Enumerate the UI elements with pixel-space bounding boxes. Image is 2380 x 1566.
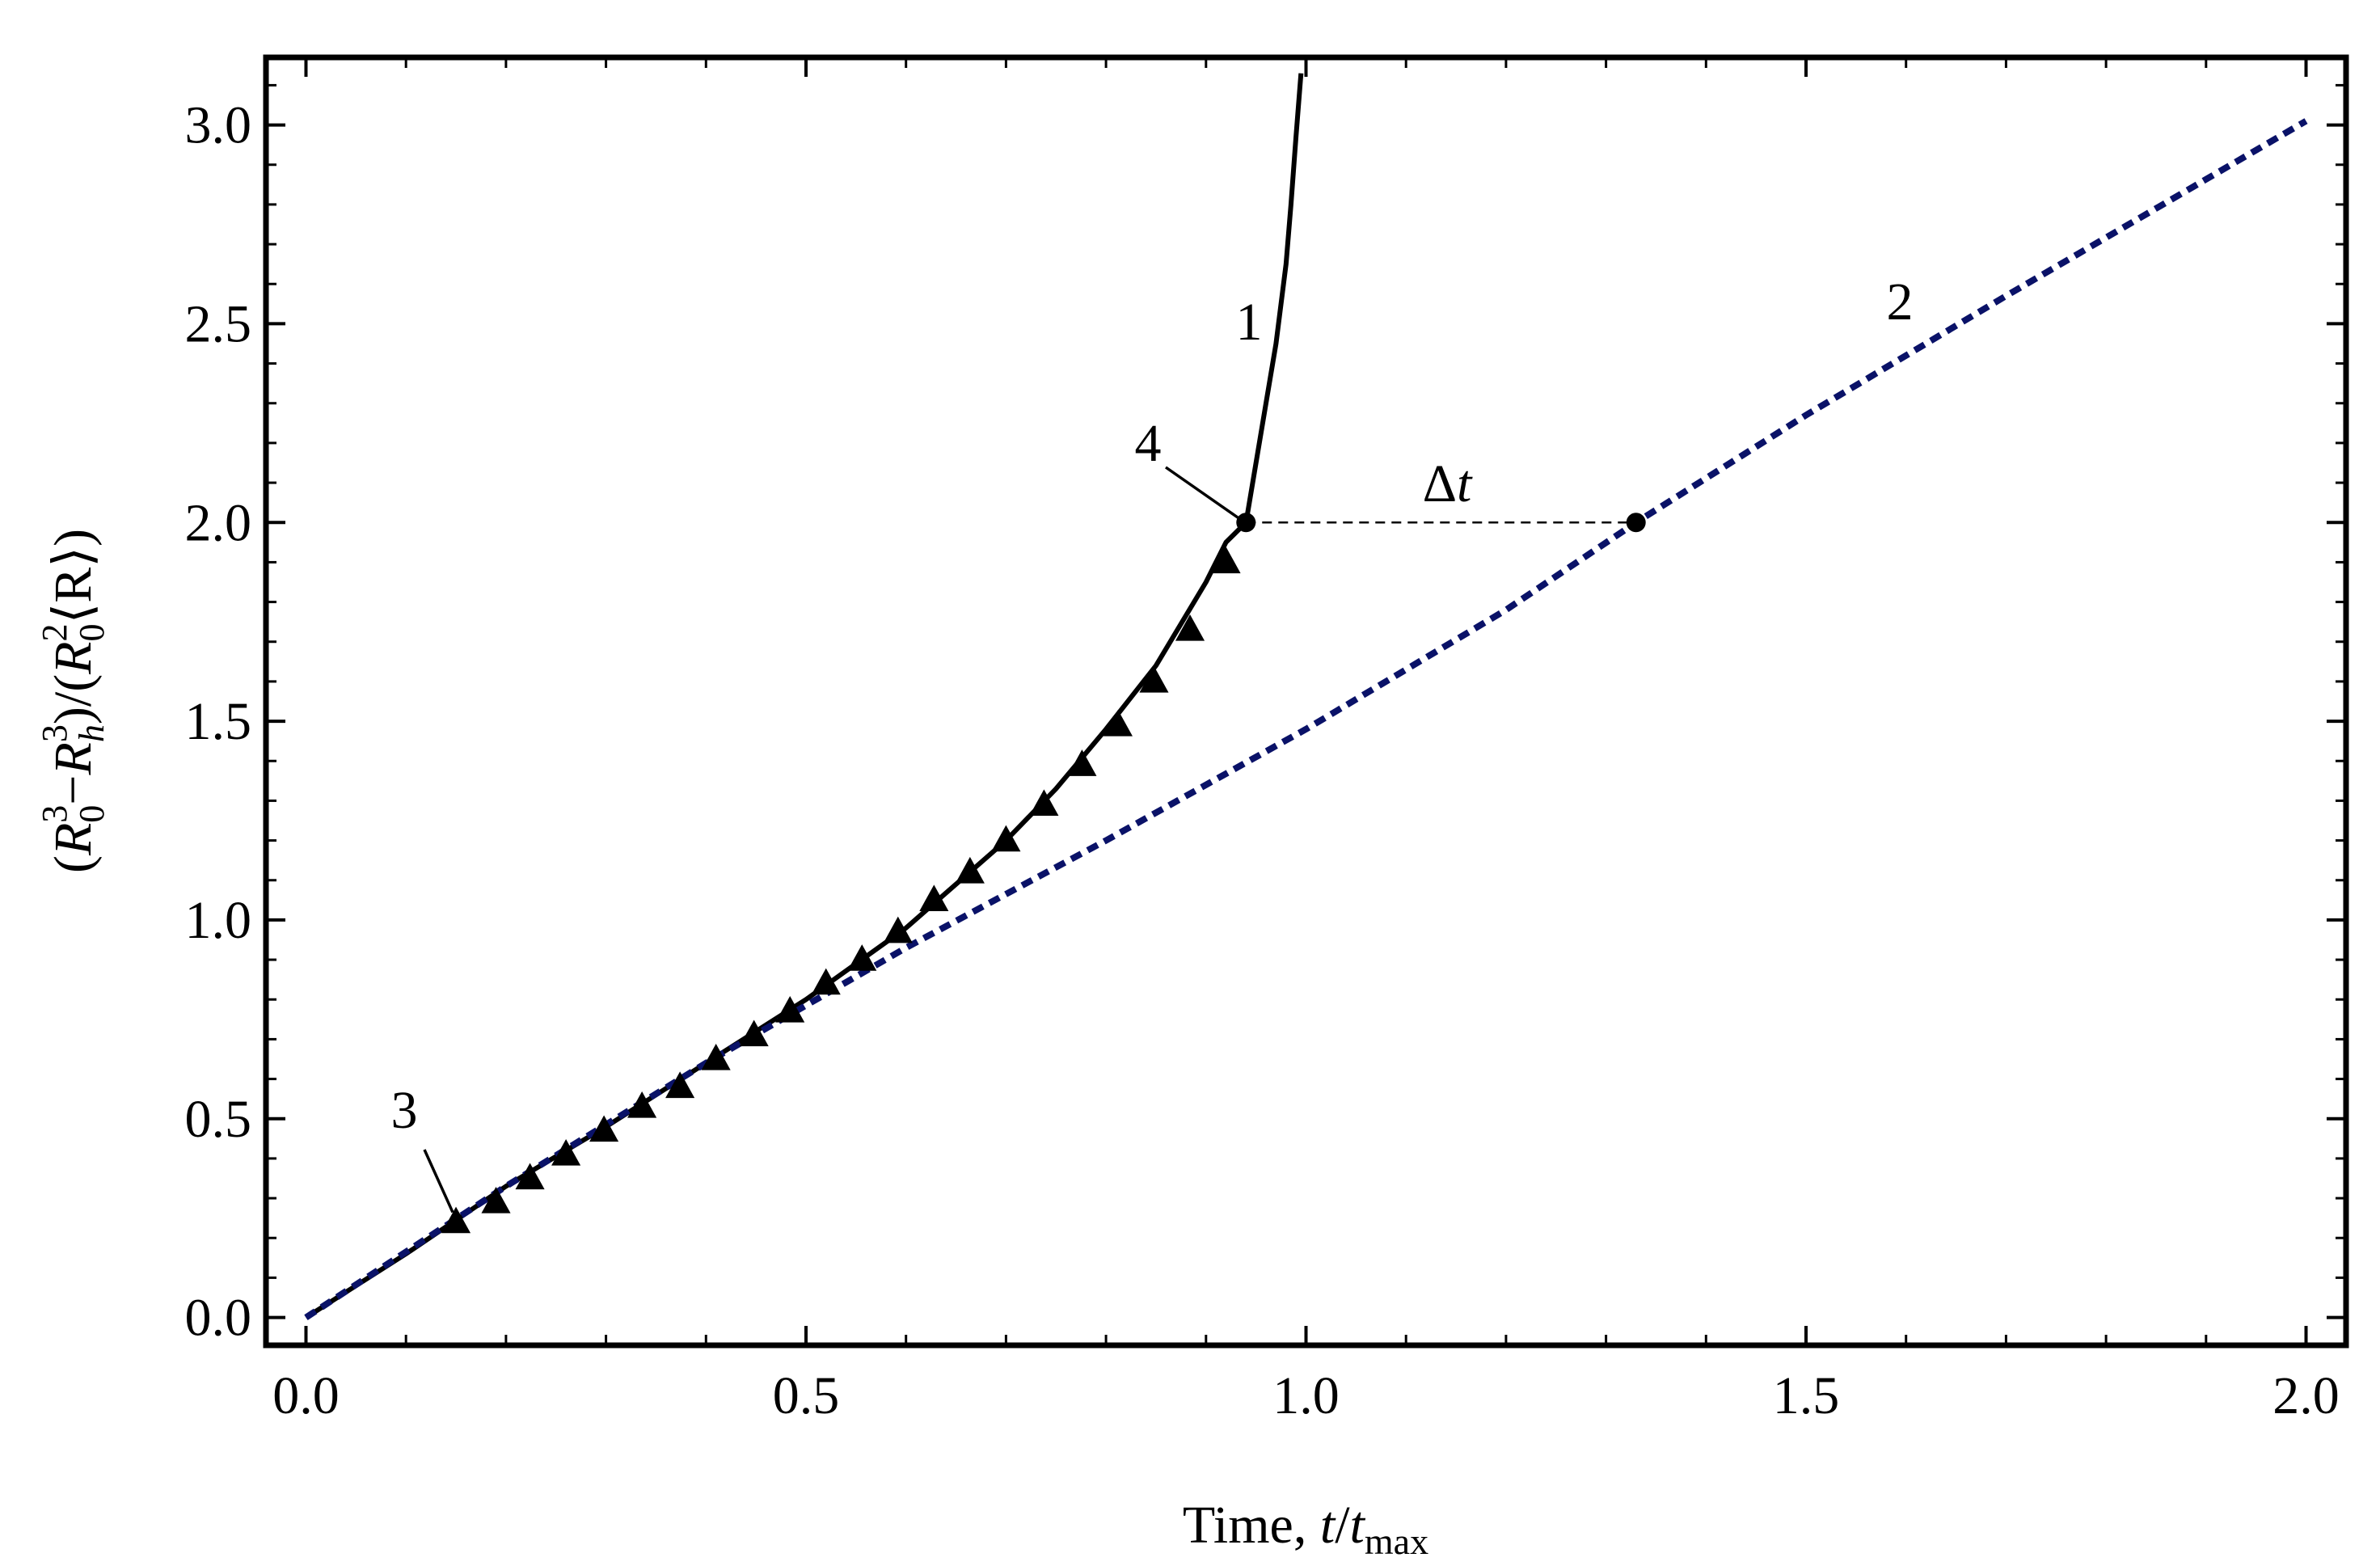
point-4 [1236, 513, 1256, 533]
y-title-sub0b: 0 [72, 624, 112, 642]
y-title-sup3b: 3 [35, 724, 74, 742]
triangle-marker [847, 944, 877, 971]
y-title-angle: ⟨R⟩ [44, 547, 103, 624]
series-layer [304, 73, 2308, 1320]
triangle-marker [955, 856, 985, 884]
triangle-marker [1211, 547, 1241, 574]
triangle-marker [1029, 789, 1059, 817]
x-axis-subscript: max [1365, 1521, 1428, 1562]
tick-labels: 0.0 0.5 1.0 1.5 2.0 0.0 0.5 1.0 1.5 2.0 2.5 3.0 [185, 96, 2340, 1425]
triangle-marker [589, 1115, 619, 1142]
x-axis-slash: / [1335, 1496, 1350, 1555]
triangle-marker [991, 825, 1021, 852]
curve-label-2: 2 [1887, 272, 1914, 331]
triangle-marker [441, 1206, 471, 1234]
y-title-mid: )/( [44, 674, 103, 724]
annotation-layer: 1 2 3 4 Δt [391, 272, 1914, 1214]
triangle-marker [919, 884, 949, 912]
x-tick-label: 1.0 [1272, 1366, 1340, 1425]
y-title-r0b: R [44, 642, 103, 675]
curve-label-1: 1 [1236, 293, 1263, 352]
triangle-marker [739, 1019, 769, 1047]
x-tick-label: 0.0 [272, 1366, 340, 1425]
y-axis-title: (R03−Rh3)/(R02⟨R⟩) [35, 529, 112, 873]
curve-label-3: 3 [391, 1081, 418, 1140]
y-title-minus: − [44, 775, 103, 804]
delta-symbol: Δ [1423, 454, 1457, 513]
x-axis-prefix: Time, [1183, 1496, 1320, 1555]
triangle-marker [811, 968, 841, 995]
leader-line-3 [423, 1149, 454, 1214]
curve-label-4: 4 [1135, 414, 1162, 473]
triangle-marker [775, 996, 805, 1023]
triangle-marker [1139, 665, 1169, 693]
triangle-marker [1175, 614, 1205, 641]
triangle-marker [515, 1163, 545, 1190]
triangle-marker [1067, 749, 1097, 776]
y-tick-label: 3.0 [185, 96, 252, 155]
triangle-marker [701, 1044, 731, 1070]
y-title-sup3: 3 [35, 805, 74, 823]
x-tick-label: 0.5 [773, 1366, 840, 1425]
triangle-marker [883, 916, 913, 943]
y-title-sub0: 0 [72, 805, 112, 823]
y-title-rh: R [44, 742, 103, 775]
leader-line-4 [1164, 466, 1239, 519]
delta-var: t [1457, 454, 1473, 513]
axis-ticks [266, 57, 2346, 1345]
triangle-marker [551, 1139, 581, 1166]
triangle-marker [627, 1091, 657, 1118]
x-axis-subvar: t [1350, 1496, 1366, 1555]
x-tick-label: 2.0 [2272, 1366, 2340, 1425]
y-title-close: ) [44, 529, 103, 547]
y-tick-label: 2.0 [185, 493, 252, 552]
triangle-marker [481, 1187, 511, 1214]
plot-frame [263, 54, 2349, 1349]
delta-t-label: Δt [1423, 454, 1473, 513]
y-tick-label: 2.5 [185, 294, 252, 353]
y-tick-label: 1.0 [185, 891, 252, 950]
x-tick-label: 1.5 [1773, 1366, 1840, 1425]
y-title-subh: h [72, 724, 112, 742]
y-title-sup2: 2 [35, 624, 74, 642]
y-title-open: ( [44, 855, 103, 873]
x-axis-var: t [1320, 1496, 1336, 1555]
x-axis-title: Time, t/tmax [1183, 1496, 1428, 1562]
y-tick-label: 0.0 [185, 1289, 252, 1348]
triangle-marker [665, 1071, 695, 1099]
curve-1-line [304, 73, 1304, 1320]
y-title-r0: R [44, 823, 103, 856]
point-2 [1626, 513, 1646, 533]
y-tick-label: 1.5 [185, 692, 252, 751]
triangle-marker [1103, 710, 1133, 737]
y-tick-label: 0.5 [185, 1090, 252, 1149]
